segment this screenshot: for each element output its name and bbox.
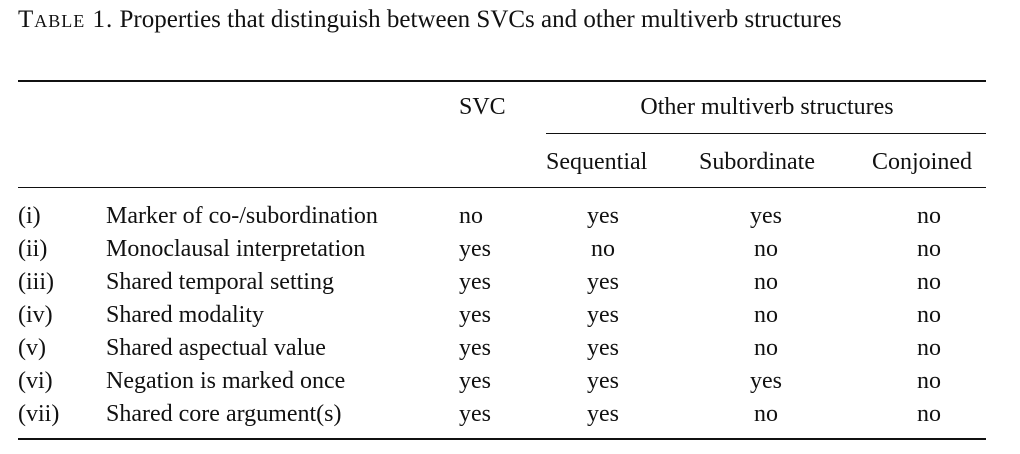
row-number: (iv): [18, 302, 53, 328]
row-number: (v): [18, 335, 46, 361]
property-label: Shared modality: [106, 302, 264, 328]
subordinate-value: no: [754, 236, 778, 262]
conjoined-value: no: [917, 302, 941, 328]
subordinate-value: no: [754, 269, 778, 295]
sequential-value: yes: [587, 302, 619, 328]
property-label: Marker of co-/subordination: [106, 203, 378, 229]
property-label: Shared aspectual value: [106, 335, 326, 361]
sequential-value: yes: [587, 368, 619, 394]
svc-value: no: [459, 203, 483, 229]
subordinate-value: no: [754, 401, 778, 427]
svc-value: yes: [459, 368, 491, 394]
row-number: (vi): [18, 368, 53, 394]
subordinate-value: yes: [750, 368, 782, 394]
header-rule: [18, 187, 986, 188]
sequential-value: no: [591, 236, 615, 262]
header-conjoined: Conjoined: [872, 149, 972, 175]
svc-value: yes: [459, 236, 491, 262]
header-subordinate: Subordinate: [699, 149, 815, 175]
property-label: Monoclausal interpretation: [106, 236, 366, 262]
conjoined-value: no: [917, 236, 941, 262]
sequential-value: yes: [587, 401, 619, 427]
subordinate-value: no: [754, 302, 778, 328]
row-number: (i): [18, 203, 41, 229]
conjoined-value: no: [917, 203, 941, 229]
header-svc: SVC: [459, 94, 506, 120]
sequential-value: yes: [587, 335, 619, 361]
conjoined-value: no: [917, 269, 941, 295]
conjoined-value: no: [917, 401, 941, 427]
bottom-rule: [18, 438, 986, 440]
table-number: Table 1.: [18, 6, 114, 33]
conjoined-value: no: [917, 368, 941, 394]
sequential-value: yes: [587, 203, 619, 229]
top-rule: [18, 80, 986, 82]
spanner-rule: [546, 133, 986, 134]
subordinate-value: yes: [750, 203, 782, 229]
row-number: (iii): [18, 269, 54, 295]
svc-value: yes: [459, 269, 491, 295]
property-label: Shared core argument(s): [106, 401, 342, 427]
svc-value: yes: [459, 401, 491, 427]
sequential-value: yes: [587, 269, 619, 295]
table-caption: Table 1. Properties that distinguish bet…: [18, 2, 986, 38]
caption-text: Properties that distinguish between SVCs…: [119, 6, 842, 33]
property-label: Shared temporal setting: [106, 269, 334, 295]
header-other-multiverb: Other multiverb structures: [640, 94, 894, 120]
row-number: (vii): [18, 401, 60, 427]
svc-value: yes: [459, 302, 491, 328]
svc-value: yes: [459, 335, 491, 361]
conjoined-value: no: [917, 335, 941, 361]
subordinate-value: no: [754, 335, 778, 361]
property-label: Negation is marked once: [106, 368, 346, 394]
row-number: (ii): [18, 236, 48, 262]
header-sequential: Sequential: [546, 149, 648, 175]
